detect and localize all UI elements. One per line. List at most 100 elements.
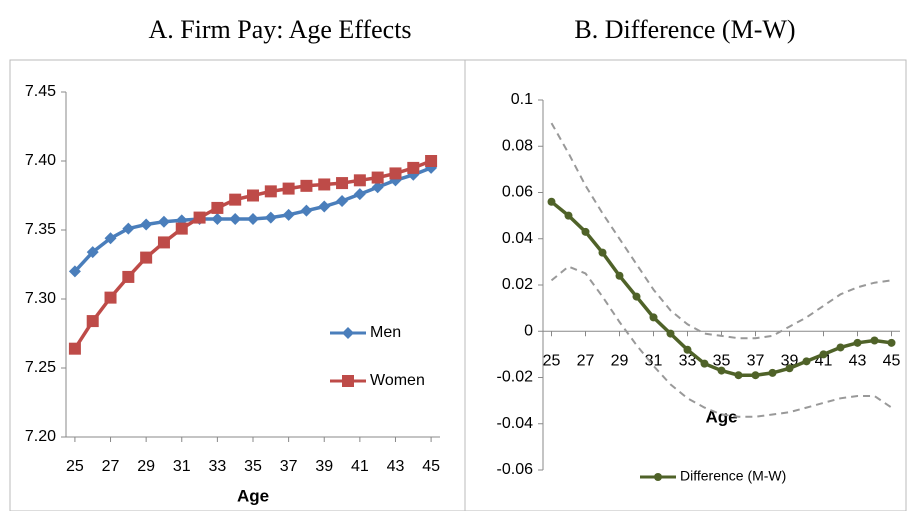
marker <box>229 212 242 225</box>
marker <box>282 182 295 195</box>
x-tick-label: 29 <box>611 352 629 369</box>
legend-label: Women <box>370 372 425 389</box>
marker <box>229 193 242 206</box>
y-tick-label: -0.04 <box>497 415 534 432</box>
y-tick-label: 7.40 <box>25 152 56 169</box>
marker <box>300 179 313 192</box>
marker <box>300 204 313 217</box>
legend-marker <box>342 327 354 339</box>
x-tick-label: 37 <box>280 458 298 475</box>
x-tick-label: 45 <box>422 458 440 475</box>
marker <box>86 246 99 259</box>
marker <box>140 218 153 231</box>
marker <box>211 201 224 214</box>
marker <box>751 371 760 380</box>
legend-label: Difference (M-W) <box>680 468 786 484</box>
marker <box>819 350 828 359</box>
series-line <box>550 122 892 340</box>
marker <box>887 338 896 347</box>
marker <box>615 271 624 280</box>
marker <box>211 212 224 225</box>
marker <box>802 357 811 366</box>
marker <box>353 174 366 187</box>
marker <box>122 222 135 235</box>
y-tick-label: 7.35 <box>25 221 56 238</box>
panel-frame <box>9 59 466 511</box>
x-tick-label: 37 <box>747 352 765 369</box>
marker <box>371 171 384 184</box>
x-tick-label: 31 <box>173 458 191 475</box>
marker <box>700 359 709 368</box>
y-tick-label: 0.1 <box>511 91 533 108</box>
x-tick-label: 43 <box>849 352 867 369</box>
y-tick-label: 7.20 <box>25 428 56 445</box>
marker <box>371 181 384 194</box>
marker <box>717 366 726 375</box>
x-tick-label: 25 <box>66 458 84 475</box>
y-tick-label: -0.06 <box>497 461 534 478</box>
x-tick-label: 25 <box>543 352 561 369</box>
panel-frame <box>464 59 907 511</box>
marker <box>122 270 135 283</box>
marker <box>353 188 366 201</box>
y-tick-label: -0.02 <box>497 369 534 386</box>
chart-title: B. Difference (M-W) <box>574 15 795 44</box>
marker <box>318 178 331 191</box>
marker <box>68 265 81 278</box>
marker <box>734 371 743 380</box>
x-axis-title: Age <box>237 486 269 505</box>
marker <box>282 208 295 221</box>
marker <box>632 292 641 301</box>
chart-title: A. Firm Pay: Age Effects <box>148 15 411 44</box>
x-tick-label: 33 <box>679 352 697 369</box>
legend-marker <box>654 473 662 481</box>
x-tick-label: 27 <box>102 458 120 475</box>
y-tick-label: 7.30 <box>25 290 56 307</box>
y-tick-label: 0.04 <box>502 230 533 247</box>
x-tick-label: 29 <box>137 458 155 475</box>
x-tick-label: 41 <box>351 458 369 475</box>
x-tick-label: 43 <box>387 458 405 475</box>
marker <box>157 236 170 249</box>
y-tick-label: 0.08 <box>502 137 533 154</box>
legend-label: Men <box>370 324 401 341</box>
marker <box>785 364 794 373</box>
marker <box>547 197 556 206</box>
marker <box>683 345 692 354</box>
x-tick-label: 35 <box>244 458 262 475</box>
y-tick-label: 0.06 <box>502 184 533 201</box>
marker <box>86 315 99 328</box>
x-tick-label: 35 <box>713 352 731 369</box>
marker <box>157 215 170 228</box>
marker <box>175 222 188 235</box>
y-tick-label: 0 <box>524 322 533 339</box>
marker <box>193 211 206 224</box>
x-tick-label: 33 <box>208 458 226 475</box>
marker <box>581 227 590 236</box>
marker <box>68 342 81 355</box>
marker <box>104 232 117 245</box>
marker <box>104 291 117 304</box>
marker <box>264 211 277 224</box>
marker <box>336 195 349 208</box>
marker <box>564 211 573 220</box>
marker <box>389 167 402 180</box>
marker <box>336 177 349 190</box>
marker <box>264 185 277 198</box>
marker <box>870 336 879 345</box>
marker <box>247 189 259 202</box>
y-tick-label: 7.25 <box>25 359 56 376</box>
y-tick-label: 0.02 <box>502 276 533 293</box>
x-tick-label: 39 <box>315 458 333 475</box>
marker <box>247 212 259 225</box>
marker <box>853 338 862 347</box>
x-tick-label: 31 <box>645 352 663 369</box>
marker <box>666 329 675 338</box>
x-tick-label: 45 <box>883 352 901 369</box>
marker <box>598 248 607 257</box>
y-tick-label: 7.45 <box>25 83 56 100</box>
series-line <box>550 265 893 418</box>
marker <box>649 313 658 322</box>
marker <box>318 200 331 213</box>
